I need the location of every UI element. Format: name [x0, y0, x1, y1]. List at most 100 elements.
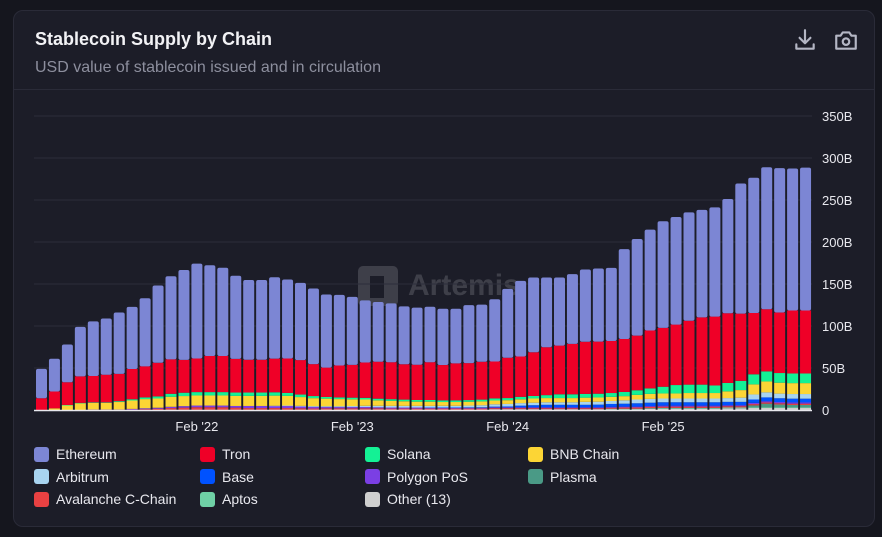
bar-stack[interactable]: [385, 303, 397, 411]
bar-segment-solana[interactable]: [295, 394, 306, 398]
bar-segment-avalanche-c-chain[interactable]: [152, 408, 164, 410]
bar-segment-base[interactable]: [424, 407, 436, 409]
bar-segment-solana[interactable]: [800, 373, 812, 384]
bar-segment-avalanche-c-chain[interactable]: [528, 408, 540, 410]
bar-segment-ethereum[interactable]: [605, 267, 617, 341]
bar-segment-avalanche-c-chain[interactable]: [670, 406, 682, 408]
bar-segment-bnb-chain[interactable]: [217, 395, 229, 406]
download-button[interactable]: [792, 27, 818, 53]
bar-segment-arbitrum[interactable]: [800, 394, 812, 399]
bar-segment-base[interactable]: [528, 405, 540, 408]
bar-segment-polygon-pos[interactable]: [774, 402, 786, 404]
bar-segment-avalanche-c-chain[interactable]: [489, 408, 501, 410]
bar-stack[interactable]: [282, 279, 294, 411]
bar-segment-ethereum[interactable]: [644, 229, 656, 331]
bar-segment-ethereum[interactable]: [528, 277, 540, 353]
bar-segment-ethereum[interactable]: [437, 308, 449, 366]
bar-segment-tron[interactable]: [761, 309, 773, 372]
bar-segment-avalanche-c-chain[interactable]: [709, 406, 721, 408]
bar-stack[interactable]: [424, 306, 436, 411]
bar-segment-aptos[interactable]: [670, 407, 682, 409]
bar-segment-plasma[interactable]: [774, 404, 786, 408]
bar-segment-arbitrum[interactable]: [463, 405, 475, 408]
legend-item-other-13[interactable]: Other (13): [365, 491, 451, 507]
bar-segment-ethereum[interactable]: [761, 167, 773, 310]
bar-segment-tron[interactable]: [204, 355, 216, 393]
bar-segment-aptos[interactable]: [800, 407, 812, 408]
bar-segment-avalanche-c-chain[interactable]: [372, 408, 384, 410]
bar-segment-ethereum[interactable]: [502, 288, 514, 358]
bar-segment-ethereum[interactable]: [256, 279, 268, 360]
bar-segment-polygon-pos[interactable]: [683, 405, 695, 407]
bar-segment-other-13[interactable]: [748, 407, 760, 410]
bar-segment-solana[interactable]: [113, 401, 125, 403]
bar-segment-other-13[interactable]: [515, 409, 527, 410]
bar-segment-bnb-chain[interactable]: [735, 390, 747, 398]
legend-item-arbitrum[interactable]: Arbitrum: [34, 469, 109, 485]
bar-segment-solana[interactable]: [761, 371, 773, 382]
bar-segment-solana[interactable]: [722, 382, 734, 392]
bar-segment-base[interactable]: [800, 398, 812, 403]
bar-segment-solana[interactable]: [566, 394, 578, 399]
bar-segment-avalanche-c-chain[interactable]: [411, 408, 423, 410]
bar-segment-arbitrum[interactable]: [528, 402, 540, 406]
bar-segment-tron[interactable]: [683, 320, 695, 385]
bar-segment-polygon-pos[interactable]: [282, 405, 294, 409]
bar-segment-solana[interactable]: [774, 373, 786, 383]
bar-segment-aptos[interactable]: [657, 407, 669, 409]
bar-segment-bnb-chain[interactable]: [670, 393, 682, 399]
bar-segment-base[interactable]: [476, 407, 488, 408]
bar-stack[interactable]: [269, 277, 281, 411]
bar-segment-avalanche-c-chain[interactable]: [359, 408, 371, 410]
bar-segment-other-13[interactable]: [696, 408, 708, 410]
bar-segment-ethereum[interactable]: [450, 308, 462, 364]
bar-segment-arbitrum[interactable]: [269, 405, 281, 407]
bar-segment-ethereum[interactable]: [541, 277, 553, 348]
bar-stack[interactable]: [320, 294, 332, 411]
bar-segment-bnb-chain[interactable]: [800, 383, 812, 395]
bar-segment-ethereum[interactable]: [722, 198, 734, 314]
bar-segment-avalanche-c-chain[interactable]: [476, 408, 488, 410]
bar-segment-avalanche-c-chain[interactable]: [735, 406, 747, 408]
bar-segment-polygon-pos[interactable]: [618, 406, 630, 408]
bar-segment-base[interactable]: [515, 405, 527, 408]
bar-segment-tron[interactable]: [502, 357, 514, 399]
bar-stack[interactable]: [696, 209, 708, 410]
bar-segment-ethereum[interactable]: [372, 302, 384, 362]
bar-segment-base[interactable]: [774, 398, 786, 403]
bar-segment-plasma[interactable]: [748, 405, 760, 408]
bar-segment-other-13[interactable]: [554, 409, 565, 410]
bar-segment-avalanche-c-chain[interactable]: [774, 403, 786, 405]
bar-segment-polygon-pos[interactable]: [528, 407, 540, 409]
bar-segment-avalanche-c-chain[interactable]: [204, 407, 216, 410]
bar-segment-polygon-pos[interactable]: [800, 402, 812, 404]
bar-segment-bnb-chain[interactable]: [722, 391, 734, 399]
bar-segment-base[interactable]: [605, 403, 617, 407]
bar-segment-arbitrum[interactable]: [592, 401, 604, 405]
bar-segment-base[interactable]: [644, 402, 656, 407]
bar-segment-avalanche-c-chain[interactable]: [398, 408, 410, 410]
bar-segment-avalanche-c-chain[interactable]: [243, 408, 255, 410]
bar-segment-avalanche-c-chain[interactable]: [761, 402, 773, 404]
bar-segment-solana[interactable]: [165, 393, 177, 397]
bar-segment-bnb-chain[interactable]: [657, 393, 669, 399]
bar-segment-tron[interactable]: [346, 364, 358, 398]
bar-segment-bnb-chain[interactable]: [139, 399, 151, 409]
bar-segment-polygon-pos[interactable]: [722, 405, 734, 407]
bar-segment-tron[interactable]: [48, 391, 60, 409]
bar-segment-tron[interactable]: [644, 330, 656, 389]
bar-segment-arbitrum[interactable]: [411, 405, 423, 408]
bar-stack[interactable]: [709, 207, 721, 410]
bar-segment-ethereum[interactable]: [709, 207, 721, 317]
bar-segment-avalanche-c-chain[interactable]: [165, 408, 177, 410]
bar-segment-avalanche-c-chain[interactable]: [178, 407, 190, 410]
bar-segment-arbitrum[interactable]: [735, 397, 747, 402]
bar-segment-ethereum[interactable]: [282, 279, 294, 359]
bar-segment-arbitrum[interactable]: [541, 402, 553, 405]
legend-item-ethereum[interactable]: Ethereum: [34, 446, 117, 462]
bar-segment-ethereum[interactable]: [87, 321, 99, 376]
bar-stack[interactable]: [191, 263, 203, 411]
bar-segment-avalanche-c-chain[interactable]: [191, 407, 203, 410]
bar-segment-tron[interactable]: [100, 374, 112, 403]
bar-segment-polygon-pos[interactable]: [787, 402, 799, 404]
